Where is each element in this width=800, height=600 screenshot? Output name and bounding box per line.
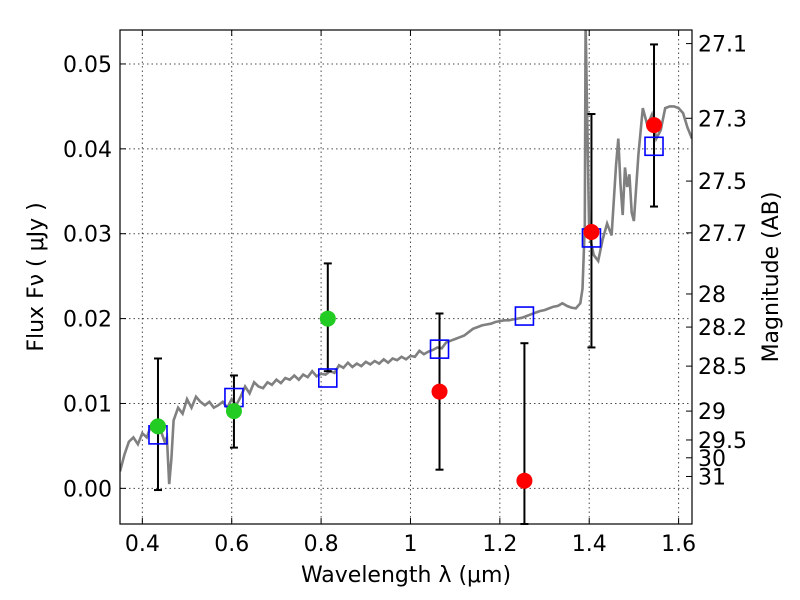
y-tick-label: 0.04 [63, 138, 112, 163]
right-tick-label: 27.3 [698, 107, 747, 132]
photometry-point [583, 224, 600, 241]
grid-layer [120, 30, 692, 524]
right-tick-label: 27.1 [698, 33, 747, 58]
right-tick-label: 27.7 [698, 222, 747, 247]
y-axis-label: Flux Fν ( μJy ) [24, 202, 49, 351]
right-tick-label: 29 [698, 400, 726, 425]
y-tick-label: 0.03 [63, 223, 112, 248]
y-tick-label: 0.00 [63, 477, 112, 502]
photometry-point [225, 403, 242, 420]
y-tick-label: 0.01 [63, 392, 112, 417]
marker-layer [148, 117, 664, 489]
y-tick-label: 0.05 [63, 53, 112, 78]
model-photometry-square [514, 306, 535, 326]
right-tick-label: 28 [698, 283, 726, 308]
model-photometry-square [317, 368, 338, 388]
spectrum-layer [120, 30, 692, 485]
x-tick-label: 1.4 [572, 532, 607, 557]
photometry-point [516, 472, 533, 489]
plot-background [120, 30, 692, 524]
model-photometry-square [644, 136, 664, 157]
right-tick-label: 31 [698, 465, 726, 490]
x-tick-label: 0.4 [125, 532, 160, 557]
right-tick-label: 29.5 [698, 429, 747, 454]
model-photometry-square [429, 339, 450, 359]
y-tick-label: 0.02 [63, 308, 112, 333]
photometry-point [319, 310, 336, 327]
plot-frame [119, 29, 693, 525]
photometry-point [646, 117, 663, 134]
x-tick-label: 1.6 [661, 532, 696, 557]
model-spectrum-line [120, 30, 692, 485]
right-tick-label: 27.5 [698, 170, 747, 195]
x-tick-label: 0.8 [304, 532, 339, 557]
tick-layer: 0.4 0.6 0.8 1 1.2 1.4 1.6 0.00 0.01 0.02 0.03 0.04 0… [63, 30, 747, 557]
x-axis-label: Wavelength λ (μm) [301, 563, 511, 588]
x-tick-label: 0.6 [214, 532, 249, 557]
right-tick-label: 30 [698, 447, 726, 472]
right-tick-label: 28.5 [698, 355, 747, 380]
x-tick-label: 1.2 [482, 532, 517, 557]
photometry-point [431, 383, 448, 400]
right-tick-label: 28.2 [698, 316, 747, 341]
y-axis-right-label: Magnitude (AB) [759, 192, 784, 363]
x-tick-label: 1 [403, 532, 417, 557]
photometry-point [149, 418, 166, 435]
